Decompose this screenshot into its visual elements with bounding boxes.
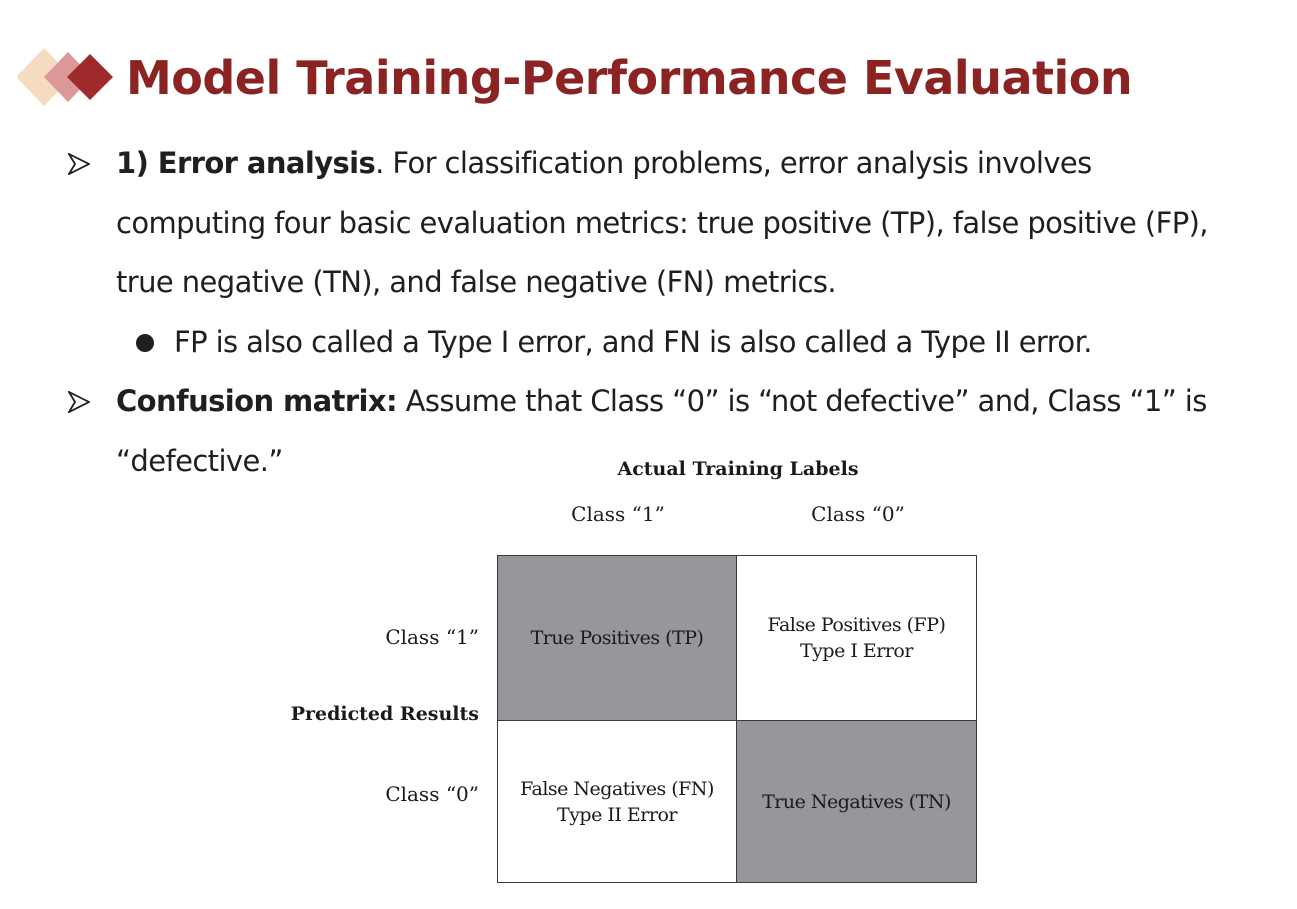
true-negatives-cell: True Negatives (TN) — [737, 721, 976, 882]
layered-diamonds-icon — [18, 48, 113, 106]
predicted-results-header: Predicted Results — [290, 703, 479, 725]
confusion-matrix-text: Assume that Class “0” is “not defective”… — [116, 384, 1207, 478]
true-negatives-label: True Negatives (TN) — [762, 790, 951, 813]
confusion-matrix-paragraph: Confusion matrix: Assume that Class “0” … — [116, 372, 1246, 491]
type-1-error-label: Type I Error — [800, 640, 913, 662]
error-analysis-heading: 1) Error analysis — [116, 146, 376, 180]
error-analysis-paragraph: 1) Error analysis. For classification pr… — [116, 134, 1216, 313]
actual-class-0-label: Class “0” — [811, 502, 905, 526]
type-error-note: FP is also called a Type I error, and FN… — [174, 325, 1092, 359]
page-title: Model Training-Performance Evaluation — [126, 51, 1133, 105]
false-negatives-cell: False Negatives (FN) Type II Error — [498, 721, 737, 882]
confusion-matrix-heading: Confusion matrix: — [116, 384, 398, 418]
true-positives-cell: True Positives (TP) — [498, 556, 737, 721]
type-2-error-label: Type II Error — [557, 803, 677, 826]
true-positives-label: True Positives (TP) — [530, 627, 704, 649]
predicted-class-1-label: Class “1” — [385, 625, 479, 649]
confusion-matrix: True Positives (TP) False Positives (FP)… — [497, 555, 977, 883]
false-positives-cell: False Positives (FP) Type I Error — [737, 556, 976, 721]
arrowhead-bullet-icon — [68, 391, 90, 413]
false-positives-label: False Positives (FP) — [767, 614, 946, 636]
actual-class-1-label: Class “1” — [571, 502, 665, 526]
false-negatives-label: False Negatives (FN) — [520, 777, 714, 800]
arrowhead-bullet-icon — [68, 153, 90, 175]
predicted-class-0-label: Class “0” — [385, 782, 479, 806]
error-analysis-text: . For classification problems, error ana… — [116, 146, 1209, 299]
filled-circle-bullet-icon — [136, 334, 154, 352]
actual-labels-header: Actual Training Labels — [617, 458, 859, 480]
